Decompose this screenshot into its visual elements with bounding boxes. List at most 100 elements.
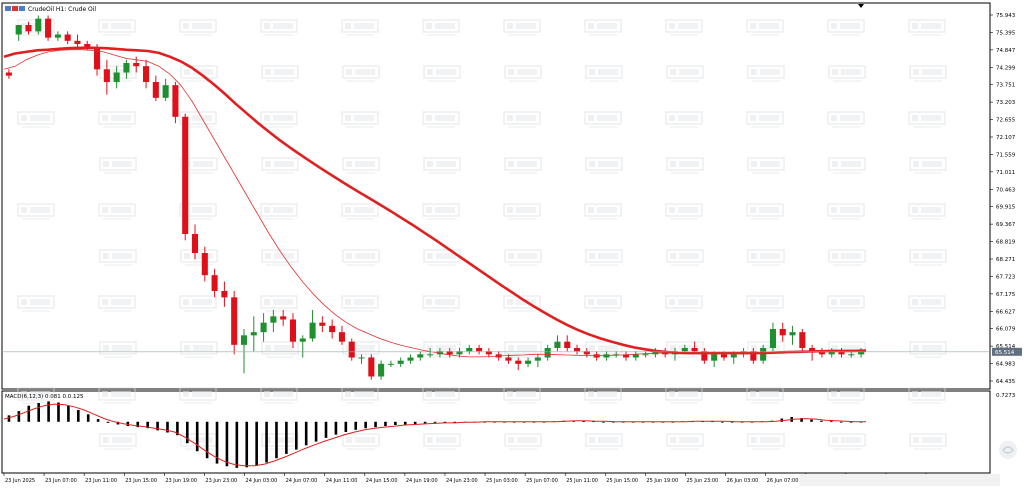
watermark-mark: [665, 295, 703, 312]
candle-body: [799, 332, 806, 348]
watermark-mark: [908, 203, 946, 220]
watermark-mark: [261, 65, 299, 82]
candle: [309, 310, 316, 342]
watermark-mark: [828, 157, 866, 174]
candle: [632, 351, 639, 361]
candle: [769, 322, 776, 352]
candle-body: [74, 40, 81, 44]
candle-body: [142, 66, 150, 82]
price-tick-label: 75.395: [996, 30, 1016, 36]
candle-body: [260, 322, 267, 333]
moving-averages: [3, 46, 867, 358]
candle-body: [397, 360, 404, 364]
watermark-mark: [746, 203, 784, 220]
candle-body: [84, 44, 91, 48]
watermark-mark: [584, 19, 622, 36]
candle-body: [515, 360, 522, 364]
candle: [94, 44, 101, 76]
watermark-mark: [828, 65, 866, 82]
candle: [74, 34, 81, 48]
macd-bar: [394, 421, 397, 425]
candle: [152, 75, 159, 101]
candle: [799, 329, 806, 352]
price-tick-label: 65.514: [996, 344, 1016, 350]
candle: [760, 344, 767, 364]
candle: [407, 354, 414, 364]
candle: [113, 66, 120, 89]
watermark-mark: [342, 157, 380, 174]
price-tick-label: 70.463: [996, 187, 1016, 193]
candle-body: [544, 348, 551, 358]
candle-body: [270, 316, 277, 323]
time-tick-label: 24 Jun 07:00: [286, 478, 318, 484]
candle: [828, 348, 835, 358]
macd-bar: [166, 421, 169, 433]
macd-bar: [47, 401, 50, 422]
candle: [162, 78, 169, 101]
candle-body: [309, 322, 316, 339]
watermark-mark: [422, 387, 460, 404]
price-tick-label: 66.079: [996, 327, 1016, 333]
watermark-mark: [909, 157, 947, 174]
watermark-mark: [98, 19, 136, 36]
watermark-mark: [98, 111, 136, 128]
macd-bar: [37, 403, 40, 422]
candle-body: [622, 354, 630, 358]
price-axis: 75.943 75.395 74.847 74.299 73.751 73.203 72.6…: [990, 13, 1016, 385]
watermark-mark: [260, 203, 298, 220]
shift-marker-icon[interactable]: [858, 4, 864, 8]
watermark-mark: [827, 19, 865, 36]
price-tick-label: 64.435: [996, 379, 1016, 385]
candle-body: [45, 18, 52, 38]
candle-body: [573, 348, 581, 352]
candle-body: [15, 25, 22, 35]
watermark-mark: [423, 157, 461, 174]
watermark-mark: [665, 387, 703, 404]
watermark-mark: [909, 65, 947, 82]
time-tick-label: 25 Jun 11:00: [566, 478, 598, 484]
watermark-mark: [261, 433, 299, 450]
watermark-mark: [261, 341, 299, 358]
price-tick-label: 71.559: [996, 152, 1016, 158]
candle-body: [848, 354, 855, 356]
watermark-mark: [341, 111, 379, 128]
candle-body: [681, 348, 688, 352]
watermark-mark: [584, 295, 622, 312]
candle-body: [250, 332, 257, 336]
price-tick-label: 68.271: [996, 257, 1015, 263]
macd-bar: [294, 421, 298, 450]
candle: [280, 310, 287, 326]
candle: [182, 113, 189, 241]
watermark-mark: [98, 203, 136, 220]
price-tick-label: 69.367: [996, 222, 1016, 228]
time-tick-label: 23 Jun 2025: [5, 478, 35, 484]
candle: [564, 335, 571, 352]
candle: [5, 69, 12, 79]
symbol-icon: [5, 6, 25, 11]
candle-body: [64, 34, 71, 41]
watermark-mark: [341, 19, 379, 36]
watermark-mark: [827, 111, 865, 128]
macd-bar: [265, 421, 268, 463]
candle: [368, 354, 375, 380]
watermark-mark: [99, 341, 137, 358]
macd-bar: [225, 421, 229, 467]
candle-body: [94, 47, 101, 70]
watermark-mark: [908, 111, 946, 128]
candle-body: [711, 354, 718, 361]
price-tick-label: 64.983: [996, 362, 1016, 368]
watermark-mark: [423, 65, 461, 82]
price-tick-label: 69.915: [996, 205, 1016, 211]
macd-bar: [830, 421, 833, 423]
candle: [191, 224, 199, 260]
candle-body: [818, 351, 825, 355]
candle: [554, 335, 561, 352]
candle: [348, 338, 355, 361]
macd-bar: [96, 419, 100, 422]
candle: [45, 15, 52, 41]
macd-bar: [582, 421, 585, 423]
candle: [260, 313, 267, 342]
watermark-mark: [179, 387, 217, 404]
candle-body: [750, 351, 757, 361]
